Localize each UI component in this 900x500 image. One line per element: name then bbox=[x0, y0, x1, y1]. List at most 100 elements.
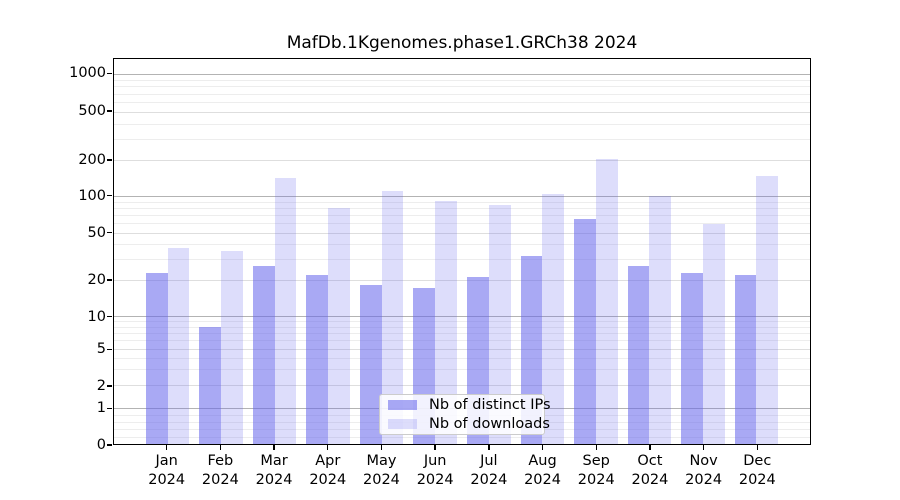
bar-downloads-sep bbox=[595, 158, 618, 444]
gridline-500 bbox=[114, 111, 810, 113]
bar-downloads-jan bbox=[167, 248, 190, 444]
gridline-8 bbox=[114, 326, 810, 328]
gridline-200 bbox=[114, 160, 810, 162]
y-tick-label-20: 20 bbox=[87, 271, 106, 288]
gridline-50 bbox=[114, 232, 810, 234]
gridline-900 bbox=[114, 79, 810, 81]
chart-title: MafDb.1Kgenomes.phase1.GRCh38 2024 bbox=[286, 33, 638, 53]
y-tick-mark-500 bbox=[107, 110, 112, 112]
x-tick-mark-mar bbox=[273, 445, 275, 450]
bar-downloads-oct bbox=[649, 195, 672, 444]
legend-swatch-distinct-ips bbox=[388, 399, 417, 410]
bar-ips-apr bbox=[306, 274, 329, 444]
bar-downloads-jun bbox=[435, 201, 457, 444]
y-tick-label-50: 50 bbox=[87, 224, 106, 241]
x-tick-label-oct: Oct 2024 bbox=[631, 453, 669, 488]
x-tick-label-sep: Sep 2024 bbox=[577, 453, 615, 488]
x-tick-mark-jun bbox=[434, 445, 436, 450]
y-tick-mark-200 bbox=[107, 159, 112, 161]
x-tick-label-mar: Mar 2024 bbox=[255, 453, 293, 488]
gridline-3 bbox=[114, 369, 810, 371]
gridline-70 bbox=[114, 214, 810, 216]
gridline-0.2 bbox=[114, 436, 810, 438]
x-tick-mark-feb bbox=[219, 445, 222, 450]
bar-ips-dec bbox=[734, 274, 757, 444]
bar-ips-oct bbox=[627, 266, 650, 444]
y-tick-label-1: 1 bbox=[96, 400, 106, 417]
gridline-600 bbox=[114, 101, 810, 103]
x-tick-label-dec: Dec 2024 bbox=[738, 453, 776, 488]
y-tick-label-5: 5 bbox=[96, 341, 106, 358]
x-tick-label-aug: Aug 2024 bbox=[524, 453, 561, 488]
y-tick-label-100: 100 bbox=[78, 187, 106, 204]
gridline-40 bbox=[114, 244, 810, 246]
bar-ips-feb bbox=[199, 326, 222, 444]
gridline-1000 bbox=[114, 74, 810, 76]
gridline-700 bbox=[114, 93, 810, 95]
x-tick-mark-nov bbox=[702, 445, 705, 450]
gridline-5 bbox=[114, 348, 810, 350]
x-tick-mark-apr bbox=[327, 445, 329, 450]
y-tick-mark-1000 bbox=[107, 72, 112, 74]
legend-row-distinct-ips: Nb of distinct IPs bbox=[380, 395, 551, 414]
gridline-9 bbox=[114, 321, 810, 323]
legend-row-downloads: Nb of downloads bbox=[380, 415, 550, 434]
gridline-100 bbox=[114, 195, 810, 197]
gridline-20 bbox=[114, 279, 810, 281]
plot-area bbox=[113, 58, 811, 445]
legend-label-downloads: Nb of downloads bbox=[429, 416, 550, 433]
gridline-800 bbox=[114, 86, 810, 88]
gridline-80 bbox=[114, 207, 810, 209]
legend: Nb of distinct IPs Nb of downloads bbox=[379, 394, 551, 435]
x-tick-label-jul: Jul 2024 bbox=[470, 453, 508, 488]
x-tick-mark-sep bbox=[595, 445, 597, 450]
legend-label-distinct-ips: Nb of distinct IPs bbox=[429, 396, 551, 413]
gridline-2 bbox=[114, 385, 810, 387]
gridline-6 bbox=[114, 340, 810, 342]
bar-ips-sep bbox=[574, 218, 596, 444]
x-tick-label-feb: Feb 2024 bbox=[201, 453, 239, 488]
y-tick-mark-0 bbox=[107, 444, 112, 446]
x-tick-label-jan: Jan 2024 bbox=[148, 453, 186, 488]
bar-downloads-may bbox=[381, 191, 404, 444]
y-tick-mark-100 bbox=[107, 194, 112, 197]
x-tick-mark-may bbox=[380, 445, 383, 450]
bar-downloads-dec bbox=[756, 176, 779, 444]
y-tick-mark-10 bbox=[107, 316, 112, 318]
x-tick-label-apr: Apr 2024 bbox=[309, 453, 347, 488]
gridline-7 bbox=[114, 333, 810, 335]
y-tick-label-2: 2 bbox=[96, 377, 106, 394]
gridline-60 bbox=[114, 223, 810, 225]
x-tick-label-jun: Jun 2024 bbox=[416, 453, 454, 488]
bar-ips-nov bbox=[681, 272, 703, 444]
gridline-30 bbox=[114, 259, 810, 261]
bar-downloads-nov bbox=[702, 224, 725, 444]
bar-downloads-jul bbox=[488, 205, 511, 444]
y-tick-mark-5 bbox=[107, 348, 112, 350]
y-tick-label-1000: 1000 bbox=[69, 65, 106, 82]
y-tick-mark-50 bbox=[107, 231, 112, 234]
x-tick-mark-oct bbox=[649, 445, 651, 450]
gridline-10 bbox=[114, 316, 810, 318]
bar-downloads-mar bbox=[274, 178, 297, 444]
bar-downloads-aug bbox=[542, 194, 565, 444]
gridline-300 bbox=[114, 138, 810, 140]
x-tick-label-nov: Nov 2024 bbox=[685, 453, 723, 488]
bar-ips-mar bbox=[252, 266, 275, 444]
gridline-400 bbox=[114, 123, 810, 125]
x-tick-mark-jul bbox=[488, 445, 490, 450]
x-tick-mark-dec bbox=[756, 445, 758, 450]
y-tick-label-500: 500 bbox=[78, 103, 106, 120]
bar-ips-may bbox=[359, 285, 382, 444]
bar-downloads-apr bbox=[328, 207, 350, 444]
y-tick-label-200: 200 bbox=[78, 152, 106, 168]
x-tick-mark-jan bbox=[165, 445, 168, 450]
y-tick-label-10: 10 bbox=[87, 308, 106, 325]
x-tick-mark-aug bbox=[541, 445, 544, 450]
y-tick-mark-1 bbox=[107, 407, 112, 409]
y-tick-mark-20 bbox=[107, 279, 112, 281]
x-tick-label-may: May 2024 bbox=[363, 453, 400, 488]
bar-ips-jan bbox=[145, 272, 168, 444]
y-tick-mark-2 bbox=[107, 385, 112, 387]
